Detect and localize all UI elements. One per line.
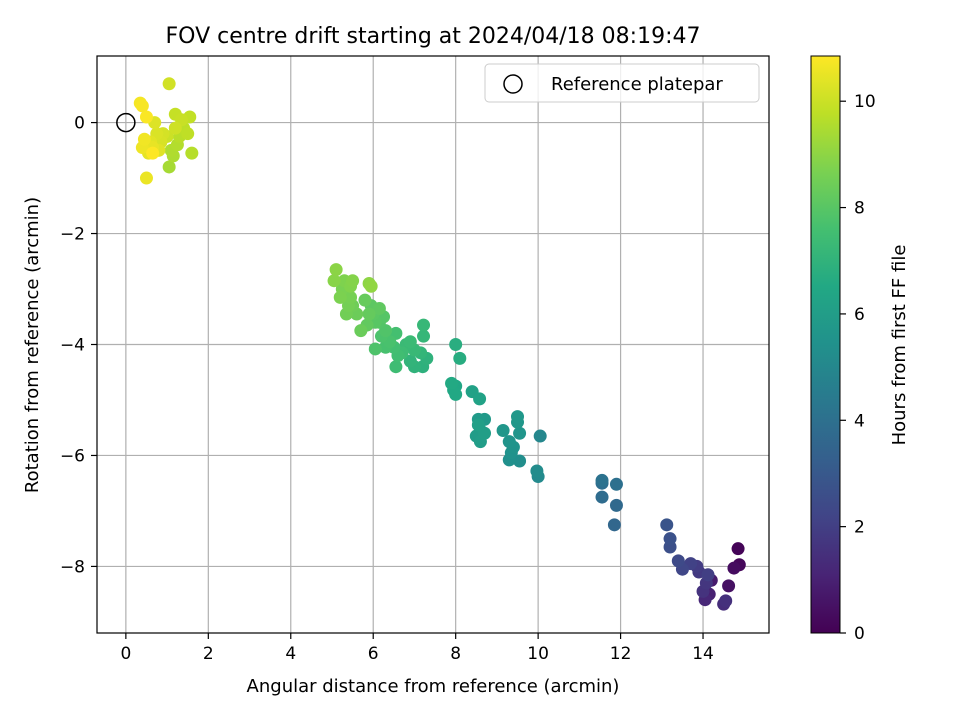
scatter-point (327, 274, 341, 288)
y-tick-label: −2 (60, 225, 85, 245)
y-tick-label: 0 (74, 114, 85, 134)
scatter-point (139, 110, 153, 124)
scatter-point (135, 99, 149, 113)
scatter-point (368, 342, 382, 356)
scatter-point (162, 77, 176, 91)
scatter-point (403, 335, 417, 349)
scatter-point (473, 392, 487, 406)
colorbar-tick-label: 4 (854, 411, 865, 431)
y-axis-ticks: 0 −2 −4 −6 −8 (60, 114, 97, 577)
colorbar: 0 2 4 6 8 10 Hours from first FF file (810, 55, 910, 644)
scatter-point (362, 307, 376, 321)
scatter-point (701, 568, 715, 582)
x-tick-label: 10 (527, 644, 549, 664)
scatter-point (364, 279, 378, 293)
colorbar-tick-label: 6 (854, 305, 865, 325)
x-tick-label: 8 (450, 644, 461, 664)
scatter-point (139, 171, 153, 185)
scatter-point (417, 329, 431, 343)
scatter-point (533, 429, 547, 443)
scatter-point (496, 423, 510, 437)
scatter-point (595, 490, 609, 504)
scatter-points (133, 77, 746, 611)
x-tick-label: 2 (203, 644, 214, 664)
x-tick-label: 4 (285, 644, 296, 664)
scatter-point (329, 263, 343, 277)
scatter-point (181, 127, 195, 141)
scatter-point (449, 338, 463, 351)
scatter-point (471, 418, 485, 432)
scatter-point (727, 561, 741, 575)
y-tick-label: −4 (60, 336, 85, 356)
legend-box (484, 63, 760, 103)
scatter-point (417, 318, 431, 332)
colorbar-ticks: 0 2 4 6 8 10 (840, 92, 876, 644)
scatter-point (530, 464, 544, 478)
scatter-point (722, 579, 736, 593)
legend: Reference platepar (484, 63, 760, 103)
colorbar-tick-label: 0 (854, 624, 865, 644)
scatter-point (354, 324, 368, 338)
colorbar-label: Hours from first FF file (889, 245, 910, 446)
y-tick-label: −6 (60, 446, 85, 466)
x-tick-label: 12 (610, 644, 632, 664)
scatter-point (146, 146, 160, 160)
scatter-point (502, 435, 516, 449)
scatter-point (137, 132, 151, 146)
x-axis-label: Angular distance from reference (arcmin) (247, 676, 620, 697)
scatter-point (513, 426, 527, 440)
legend-entry-reference: Reference platepar (551, 74, 723, 95)
x-tick-label: 6 (368, 644, 379, 664)
colorbar-gradient (810, 55, 841, 634)
scatter-point (389, 360, 403, 374)
scatter-point (445, 376, 459, 390)
scatter-point (663, 532, 677, 546)
colorbar-tick-label: 8 (854, 199, 865, 219)
scatter-point (731, 542, 745, 556)
scatter-point (168, 121, 182, 135)
scatter-point (511, 410, 525, 424)
scatter-point (660, 518, 674, 532)
chart-title: FOV centre drift starting at 2024/04/18 … (166, 24, 701, 49)
scatter-point (372, 301, 386, 315)
scatter-point (162, 160, 176, 174)
scatter-point (403, 354, 417, 368)
scatter-point (609, 477, 623, 491)
scatter-point (449, 387, 463, 401)
y-tick-label: −8 (60, 557, 85, 577)
scatter-point (671, 554, 685, 568)
reference-platepar-marker (116, 112, 136, 133)
scatter-point (453, 351, 467, 365)
y-axis-label: Rotation from reference (arcmin) (22, 197, 43, 493)
legend-marker (503, 74, 523, 94)
scatter-point (333, 290, 347, 304)
x-tick-label: 0 (120, 644, 131, 664)
colorbar-tick-label: 10 (854, 92, 876, 112)
x-axis-ticks: 0 2 4 6 8 10 12 14 (120, 633, 714, 664)
colorbar-tick-label: 2 (854, 518, 865, 538)
scatter-point (719, 594, 733, 608)
scatter-point (346, 274, 360, 288)
scatter-point (358, 293, 372, 307)
scatter-point (609, 498, 623, 512)
scatter-point (344, 290, 358, 304)
x-tick-label: 14 (692, 644, 714, 664)
scatter-point (595, 473, 609, 487)
scatter-point (513, 454, 527, 468)
scatter-point (607, 518, 621, 532)
scatter-point (185, 146, 199, 160)
